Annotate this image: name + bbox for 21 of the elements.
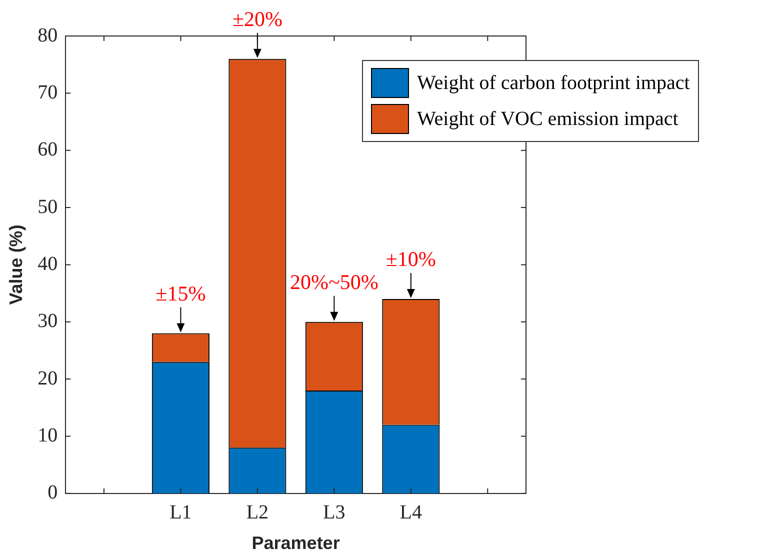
legend-label: Weight of carbon footprint impact (417, 72, 690, 94)
annotation: ±15% (156, 281, 206, 306)
legend-label: Weight of VOC emission impact (417, 108, 678, 130)
x-axis-title: Parameter (252, 533, 340, 554)
y-tick-label: 10 (38, 424, 58, 446)
y-tick-label: 30 (38, 310, 58, 332)
annotation: 20%~50% (290, 270, 378, 294)
y-tick-label: 60 (38, 138, 58, 161)
x-tick-label: L2 (246, 502, 269, 524)
y-tick-label: 80 (38, 24, 58, 46)
y-tick-label: 40 (38, 252, 58, 275)
y-tick-label: 20 (38, 367, 58, 390)
x-tick-label: L1 (170, 502, 192, 524)
y-tick-label: 50 (38, 196, 58, 218)
y-tick-label: 0 (48, 482, 58, 504)
annotation: ±10% (386, 247, 436, 272)
annotation: ±20% (232, 6, 282, 31)
x-tick-label: L4 (400, 502, 422, 524)
y-axis-title: Value (%) (6, 224, 26, 305)
x-tick-label: L3 (323, 502, 346, 524)
y-tick-label: 70 (38, 81, 58, 104)
